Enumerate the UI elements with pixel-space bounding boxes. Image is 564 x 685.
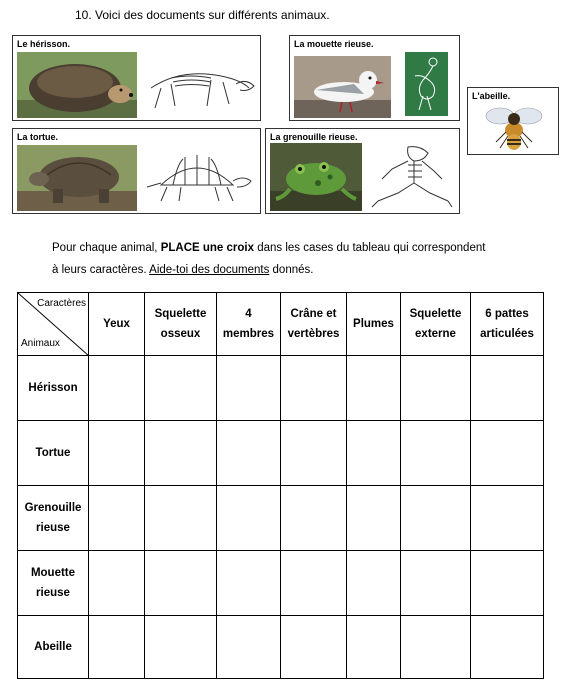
instruction-line-2: à leurs caractères. Aide-toi des documen… — [52, 264, 313, 276]
answer-cell[interactable] — [470, 420, 544, 486]
header-6-pattes-articulees: 6 pattes articulées — [470, 292, 544, 356]
answer-table: Caractères Animaux Yeux Squelette osseux … — [17, 292, 544, 679]
card-herisson: Le hérisson. — [12, 35, 261, 121]
frog-photo — [270, 143, 362, 211]
answer-cell[interactable] — [470, 355, 544, 421]
answer-cell[interactable] — [346, 615, 401, 679]
row-abeille: Abeille — [17, 615, 544, 679]
header-4-membres: 4 membres — [216, 292, 281, 356]
answer-cell[interactable] — [400, 615, 471, 679]
row-grenouille: Grenouille rieuse — [17, 485, 544, 551]
gull-photo — [294, 56, 391, 118]
card-grenouille: La grenouille rieuse. — [265, 128, 460, 214]
instruction-text-1b: dans les cases du tableau qui correspond… — [254, 242, 486, 254]
answer-cell[interactable] — [216, 485, 281, 551]
corner-diagonal — [18, 293, 89, 356]
answer-cell[interactable] — [216, 420, 281, 486]
frog-skeleton-drawing — [368, 139, 454, 211]
answer-cell[interactable] — [216, 615, 281, 679]
card-title-tortue: La tortue. — [17, 132, 59, 142]
row-label-mouette: Mouette rieuse — [17, 550, 89, 616]
instruction-text-2a: à leurs caractères. — [52, 264, 150, 276]
answer-cell[interactable] — [88, 550, 145, 616]
card-title-mouette: La mouette rieuse. — [294, 39, 374, 49]
answer-cell[interactable] — [144, 485, 217, 551]
answer-cell[interactable] — [346, 355, 401, 421]
answer-cell[interactable] — [346, 550, 401, 616]
card-title-grenouille: La grenouille rieuse. — [270, 132, 358, 142]
answer-cell[interactable] — [88, 355, 145, 421]
tortoise-photo — [17, 145, 137, 211]
answer-cell[interactable] — [216, 550, 281, 616]
answer-cell[interactable] — [144, 615, 217, 679]
answer-cell[interactable] — [400, 485, 471, 551]
instruction-text-2b: donnés. — [269, 264, 314, 276]
card-title-abeille: L'abeille. — [472, 91, 511, 101]
row-label-abeille: Abeille — [17, 615, 89, 679]
answer-cell[interactable] — [470, 485, 544, 551]
header-yeux: Yeux — [88, 292, 145, 356]
answer-cell[interactable] — [400, 420, 471, 486]
answer-cell[interactable] — [400, 550, 471, 616]
row-label-tortue: Tortue — [17, 420, 89, 486]
card-mouette: La mouette rieuse. — [289, 35, 460, 121]
row-label-herisson: Hérisson — [17, 355, 89, 421]
answer-cell[interactable] — [280, 615, 347, 679]
corner-cell: Caractères Animaux — [17, 292, 89, 356]
answer-cell[interactable] — [144, 355, 217, 421]
answer-cell[interactable] — [346, 485, 401, 551]
card-tortue: La tortue. — [12, 128, 261, 214]
card-title-herisson: Le hérisson. — [17, 39, 71, 49]
instruction-text-1a: Pour chaque animal, — [52, 242, 161, 254]
answer-cell[interactable] — [88, 420, 145, 486]
answer-cell[interactable] — [280, 550, 347, 616]
answer-cell[interactable] — [470, 615, 544, 679]
answer-cell[interactable] — [470, 550, 544, 616]
answer-cell[interactable] — [346, 420, 401, 486]
answer-cell[interactable] — [144, 420, 217, 486]
hedgehog-skeleton-drawing — [141, 58, 256, 114]
row-herisson: Hérisson — [17, 355, 544, 421]
card-abeille: L'abeille. — [467, 87, 559, 155]
answer-cell[interactable] — [216, 355, 281, 421]
hedgehog-photo — [17, 52, 137, 118]
row-tortue: Tortue — [17, 420, 544, 486]
corner-label-animaux: Animaux — [21, 338, 60, 349]
answer-cell[interactable] — [144, 550, 217, 616]
row-mouette: Mouette rieuse — [17, 550, 544, 616]
header-crane-vertebres: Crâne et vertèbres — [280, 292, 347, 356]
header-row: Caractères Animaux Yeux Squelette osseux … — [17, 292, 544, 356]
gull-skeleton-image — [405, 52, 448, 116]
answer-cell[interactable] — [88, 485, 145, 551]
tortoise-skeleton-drawing — [141, 151, 256, 207]
answer-cell[interactable] — [280, 485, 347, 551]
instruction-bold: PLACE une croix — [160, 242, 254, 254]
header-squelette-externe: Squelette externe — [400, 292, 471, 356]
header-squelette-osseux: Squelette osseux — [144, 292, 217, 356]
answer-cell[interactable] — [280, 420, 347, 486]
answer-cell[interactable] — [88, 615, 145, 679]
header-plumes: Plumes — [346, 292, 401, 356]
instruction-link: Aide-toi des documents — [149, 264, 270, 276]
question-title: 10. Voici des documents sur différents a… — [75, 8, 330, 22]
bee-photo — [476, 102, 552, 152]
answer-cell[interactable] — [400, 355, 471, 421]
instruction-line-1: Pour chaque animal, PLACE une croix dans… — [52, 242, 485, 254]
corner-label-caracteres: Caractères — [37, 298, 86, 309]
answer-cell[interactable] — [280, 355, 347, 421]
row-label-grenouille: Grenouille rieuse — [17, 485, 89, 551]
